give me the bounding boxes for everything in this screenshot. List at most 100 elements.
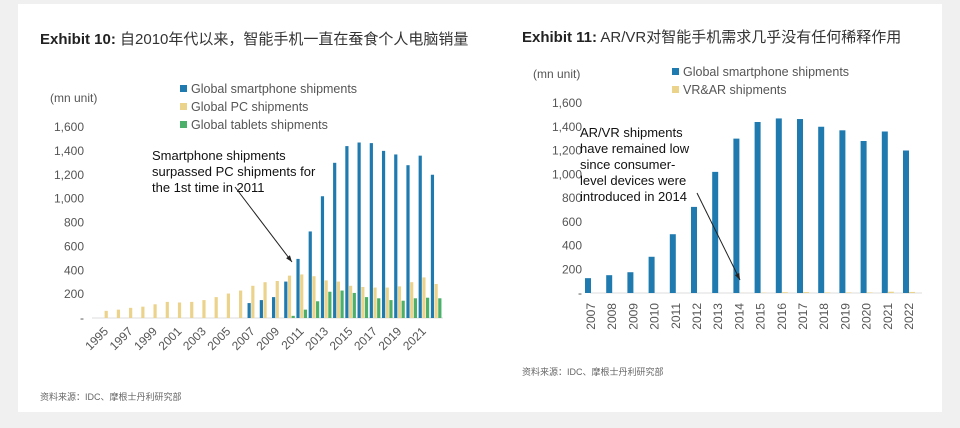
x-tick-label: 2018: [817, 303, 831, 330]
y-tick-label: 800: [64, 216, 84, 230]
bar-global-smartphone-shipments-2016: [775, 118, 782, 293]
bar-global-tablets-shipments-2016: [364, 297, 369, 318]
legend-label: Global tablets shipments: [191, 118, 328, 132]
annotation-arrow: [234, 186, 293, 263]
y-tick-label: 400: [562, 239, 582, 253]
bar-global-pc-shipments-2015: [349, 285, 353, 318]
bar-global-tablets-shipments-2022: [438, 298, 442, 318]
bar-vr-ar-shipments-2017: [803, 292, 809, 293]
x-tick-label: 2019: [838, 303, 852, 330]
bar-global-pc-shipments-1998: [141, 306, 145, 318]
y-tick-label: 200: [562, 262, 582, 276]
legend-label: VR&AR shipments: [683, 83, 787, 97]
bar-global-smartphone-shipments-2007: [585, 278, 591, 293]
bar-global-pc-shipments-2016: [361, 286, 365, 318]
bar-global-smartphone-shipments-2007: [247, 303, 251, 318]
bar-global-pc-shipments-2017: [373, 287, 377, 318]
y-tick-label: 200: [64, 287, 84, 301]
x-tick-label: 2020: [860, 303, 874, 330]
x-tick-label: 2009: [253, 324, 282, 353]
x-tick-label: 1997: [107, 324, 136, 353]
x-tick-label: 2003: [180, 324, 209, 353]
bar-global-pc-shipments-2013: [324, 280, 328, 318]
annotation-text: Smartphone shipments surpassed PC shipmen…: [152, 148, 316, 195]
bar-global-smartphone-shipments-2015: [345, 146, 349, 318]
bar-global-smartphone-shipments-2019: [394, 154, 398, 318]
bar-vr-ar-shipments-2022: [909, 291, 915, 293]
x-tick-label: 2007: [584, 303, 598, 330]
x-tick-label: 1995: [82, 324, 111, 353]
bar-global-smartphone-shipments-2009: [627, 272, 634, 293]
x-tick-label: 2015: [754, 303, 768, 330]
x-tick-label: 2016: [775, 303, 789, 330]
bar-global-pc-shipments-2002: [190, 301, 194, 318]
x-tick-label: 2007: [229, 324, 258, 353]
bar-global-smartphone-shipments-2010: [284, 281, 288, 318]
x-tick-label: 2021: [400, 324, 429, 353]
y-tick-label: -: [80, 311, 84, 325]
bar-global-tablets-shipments-2015: [352, 292, 356, 318]
bar-global-tablets-shipments-2021: [426, 297, 430, 318]
x-tick-label: 2017: [796, 303, 810, 330]
exhibit-card: [18, 4, 942, 412]
right-source: 资料来源：IDC、摩根士丹利研究部: [522, 367, 664, 377]
y-tick-label: 1,200: [54, 168, 84, 182]
bar-global-pc-shipments-2009: [275, 280, 279, 318]
bar-global-pc-shipments-2008: [263, 282, 267, 318]
bar-vr-ar-shipments-2020: [866, 292, 873, 293]
bar-global-pc-shipments-2021: [422, 277, 426, 318]
bar-global-pc-shipments-2012: [312, 276, 316, 318]
bar-global-pc-shipments-2019: [397, 286, 402, 318]
bar-global-smartphone-shipments-2010: [648, 256, 655, 293]
x-tick-label: 2008: [605, 303, 619, 330]
bar-global-tablets-shipments-2010: [291, 315, 295, 318]
x-tick-label: 2009: [626, 303, 640, 330]
x-tick-label: 2019: [376, 324, 405, 353]
bar-global-pc-shipments-1997: [129, 307, 133, 318]
bar-global-pc-shipments-2010: [287, 275, 292, 318]
annotation-text: AR/VR shipments have remained low since co…: [580, 125, 690, 204]
bar-global-tablets-shipments-2018: [389, 300, 393, 318]
bar-global-tablets-shipments-2020: [413, 298, 417, 318]
legend-swatch: [672, 86, 679, 93]
x-tick-label: 2001: [156, 324, 185, 353]
exhibit-11-title: Exhibit 11: AR/VR对智能手机需求几乎没有任何稀释作用: [522, 29, 902, 46]
y-tick-label: 1,400: [54, 144, 84, 158]
y-tick-label: 1,400: [552, 120, 582, 134]
y-tick-label: 600: [64, 239, 84, 253]
x-tick-label: 2013: [711, 303, 725, 330]
bar-global-smartphone-shipments-2022: [430, 174, 435, 318]
legend-swatch: [180, 103, 187, 110]
bar-global-smartphone-shipments-2009: [271, 297, 276, 318]
y-axis-unit-label: (mn unit): [533, 67, 580, 81]
y-tick-label: 1,600: [54, 120, 84, 134]
bar-global-tablets-shipments-2019: [401, 300, 405, 318]
y-tick-label: 800: [562, 191, 582, 205]
bar-global-smartphone-shipments-2015: [754, 122, 761, 293]
legend-label: Global smartphone shipments: [683, 65, 849, 79]
bar-global-smartphone-shipments-2021: [881, 131, 888, 293]
bar-global-tablets-shipments-2011: [303, 309, 308, 318]
bar-global-smartphone-shipments-2011: [669, 234, 676, 293]
x-tick-label: 2010: [648, 303, 662, 330]
x-tick-label: 2011: [278, 324, 306, 352]
bar-global-pc-shipments-2000: [165, 301, 169, 318]
y-tick-label: 1,600: [552, 96, 582, 110]
bar-global-pc-shipments-2003: [202, 300, 206, 318]
bar-global-smartphone-shipments-2014: [733, 138, 740, 293]
exhibit-10-title: Exhibit 10: 自2010年代以来，智能手机一直在蚕食个人电脑销量: [40, 31, 469, 48]
bar-global-smartphone-shipments-2008: [606, 275, 613, 293]
bar-global-pc-shipments-2022: [434, 283, 438, 318]
bar-global-smartphone-shipments-2021: [418, 155, 422, 318]
bar-global-smartphone-shipments-2016: [357, 142, 361, 318]
bar-global-smartphone-shipments-2022: [903, 150, 909, 293]
y-tick-label: -: [578, 286, 582, 300]
y-tick-label: 1,200: [552, 144, 582, 158]
bar-global-smartphone-shipments-2017: [797, 119, 803, 293]
bar-global-pc-shipments-2001: [177, 302, 182, 318]
bar-global-smartphone-shipments-2012: [308, 231, 312, 318]
legend-swatch: [180, 85, 187, 92]
bar-global-pc-shipments-2018: [385, 287, 389, 318]
annotation-arrowhead: [286, 255, 292, 262]
